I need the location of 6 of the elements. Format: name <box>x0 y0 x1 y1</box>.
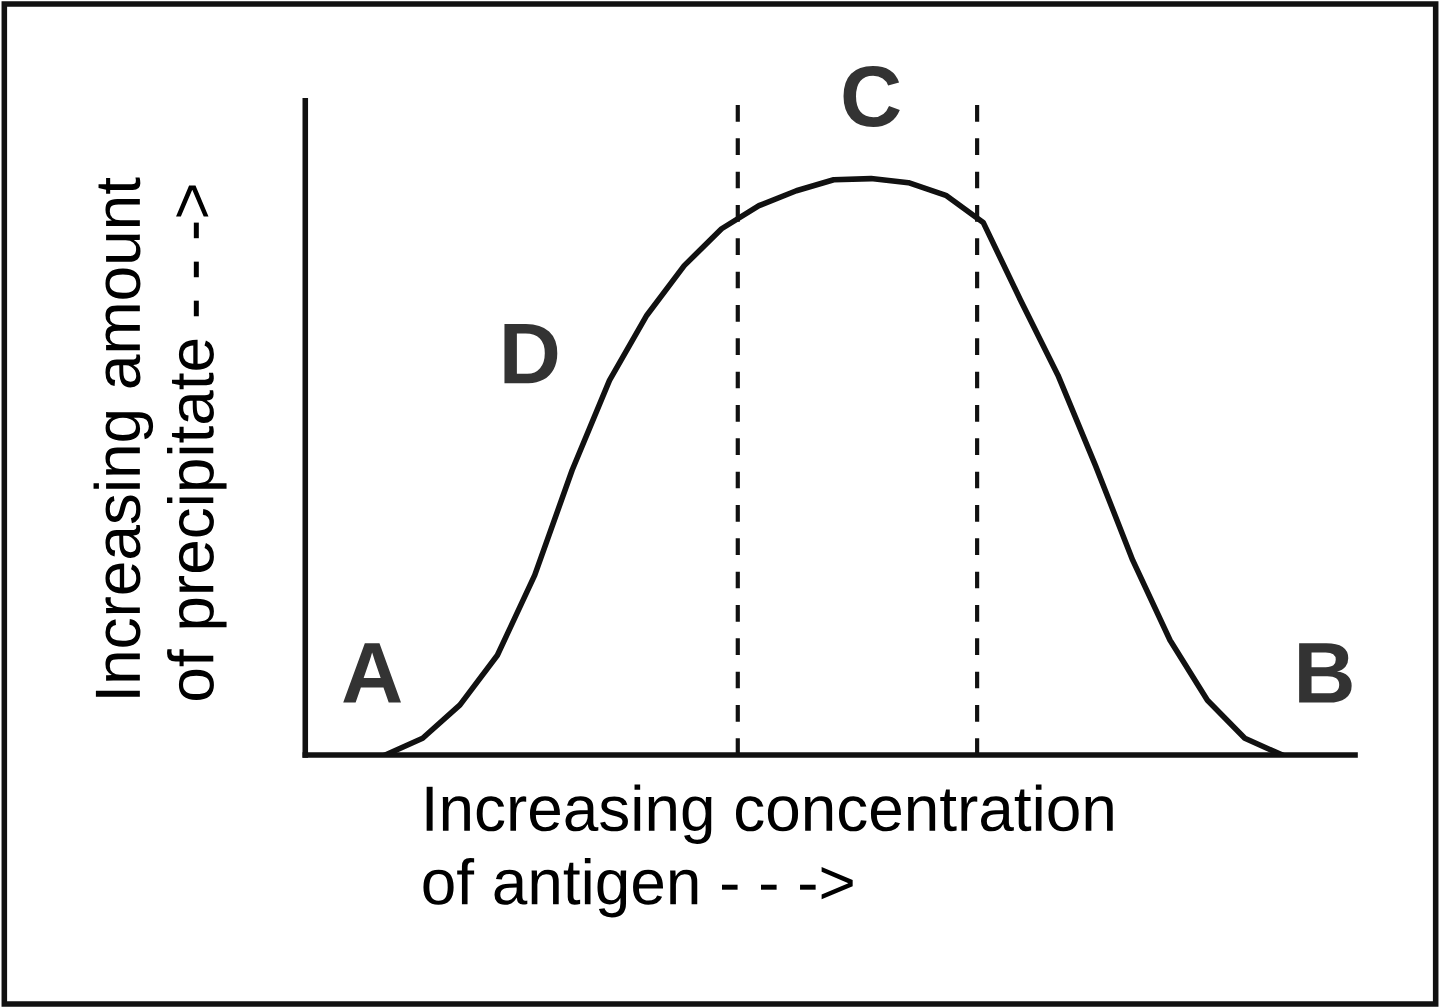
annotation: B <box>1299 643 1352 703</box>
annotation: D <box>504 323 558 384</box>
x-axis-title: Increasing concentration of antigen - - -> <box>423 784 1113 918</box>
y-axis-title: Increasing amount of precipitate - - -> <box>93 177 227 700</box>
annotation: A <box>343 643 401 703</box>
text: C <box>843 66 900 128</box>
